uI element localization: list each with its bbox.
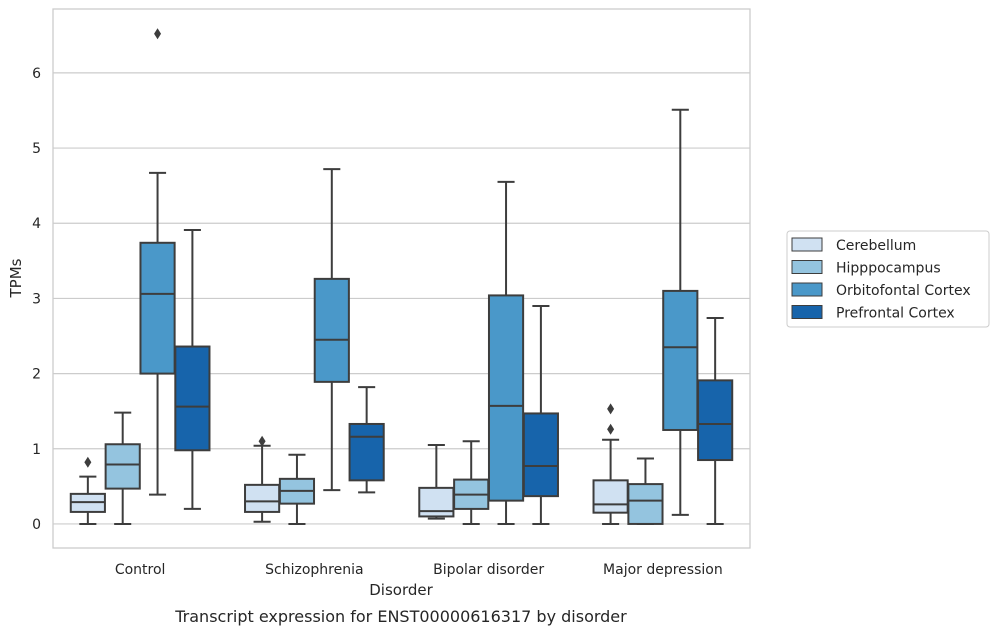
legend-swatch: [791, 305, 823, 319]
legend-swatch: [791, 260, 823, 274]
x-tick-label: Control: [115, 562, 166, 578]
legend: Cerebellum Hipppocampus Orbitofontal Corte…: [786, 230, 990, 328]
box: [313, 277, 350, 383]
y-tick-labels: 0 1 2 3 4 5 6: [32, 66, 41, 533]
box-plot: [662, 108, 699, 516]
x-tick-label: Schizophrenia: [265, 562, 363, 578]
box: [348, 422, 385, 482]
legend-label: Orbitofontal Cortex: [836, 283, 971, 299]
legend-label: Cerebellum: [836, 238, 916, 254]
legend-item: Hipppocampus: [791, 260, 941, 277]
box-plot: [348, 386, 385, 494]
box: [592, 479, 629, 514]
outlier-marker: [154, 28, 162, 40]
legend-swatch: [791, 237, 823, 252]
box: [139, 241, 176, 375]
chart-caption: Transcript expression for ENST0000061631…: [174, 607, 627, 626]
y-axis-label: TPMs: [7, 258, 25, 298]
legend-label: Hipppocampus: [836, 261, 941, 277]
box-plot: [487, 180, 525, 525]
box-plot: [244, 435, 281, 523]
y-tick-label: 5: [32, 141, 41, 157]
box-plot: [278, 453, 316, 525]
outlier-marker: [84, 456, 92, 468]
box-plot: [697, 316, 734, 525]
box-plot: [104, 411, 141, 525]
box-plot: [69, 456, 106, 525]
series-orbitofontal-cortex: [139, 28, 699, 525]
x-tick-label: Major depression: [603, 562, 723, 578]
box-plot: [522, 304, 559, 525]
box-series-group: [69, 28, 734, 525]
box: [662, 289, 699, 431]
box: [487, 294, 525, 502]
box-plot: [174, 229, 211, 510]
box-plot: [139, 28, 176, 496]
y-tick-label: 3: [32, 291, 41, 307]
legend-frame: [786, 230, 990, 328]
y-tick-label: 6: [32, 66, 41, 82]
series-cerebellum: [69, 403, 629, 525]
legend-swatch: [791, 282, 823, 297]
outlier-marker: [607, 423, 615, 435]
y-tick-label: 4: [32, 216, 41, 232]
box: [104, 443, 141, 490]
box: [697, 379, 734, 462]
box-plot: [453, 440, 490, 525]
box: [522, 412, 559, 498]
box: [244, 483, 281, 513]
outlier-marker: [258, 435, 266, 447]
legend-label: Prefrontal Cortex: [836, 306, 955, 322]
x-tick-labels: Control Schizophrenia Bipolar disorder Majo…: [115, 562, 723, 578]
series-prefrontal-cortex: [174, 229, 734, 525]
box-plot: [313, 168, 350, 492]
plot-frame: [52, 8, 751, 549]
box: [174, 345, 211, 452]
legend-item: Prefrontal Cortex: [791, 305, 955, 322]
x-tick-label: Bipolar disorder: [433, 562, 544, 578]
legend-item: Orbitofontal Cortex: [791, 282, 971, 299]
legend-item: Cerebellum: [791, 237, 916, 254]
y-tick-label: 2: [32, 367, 41, 383]
outlier-marker: [607, 403, 615, 415]
y-tick-label: 1: [32, 442, 41, 458]
series-hipppocampus: [104, 411, 664, 525]
box: [627, 483, 664, 525]
box-plot: [592, 403, 629, 525]
box-plot: [418, 444, 455, 520]
box-plot: [627, 457, 664, 525]
x-axis-label: Disorder: [369, 581, 433, 599]
y-tick-label: 0: [32, 517, 41, 533]
